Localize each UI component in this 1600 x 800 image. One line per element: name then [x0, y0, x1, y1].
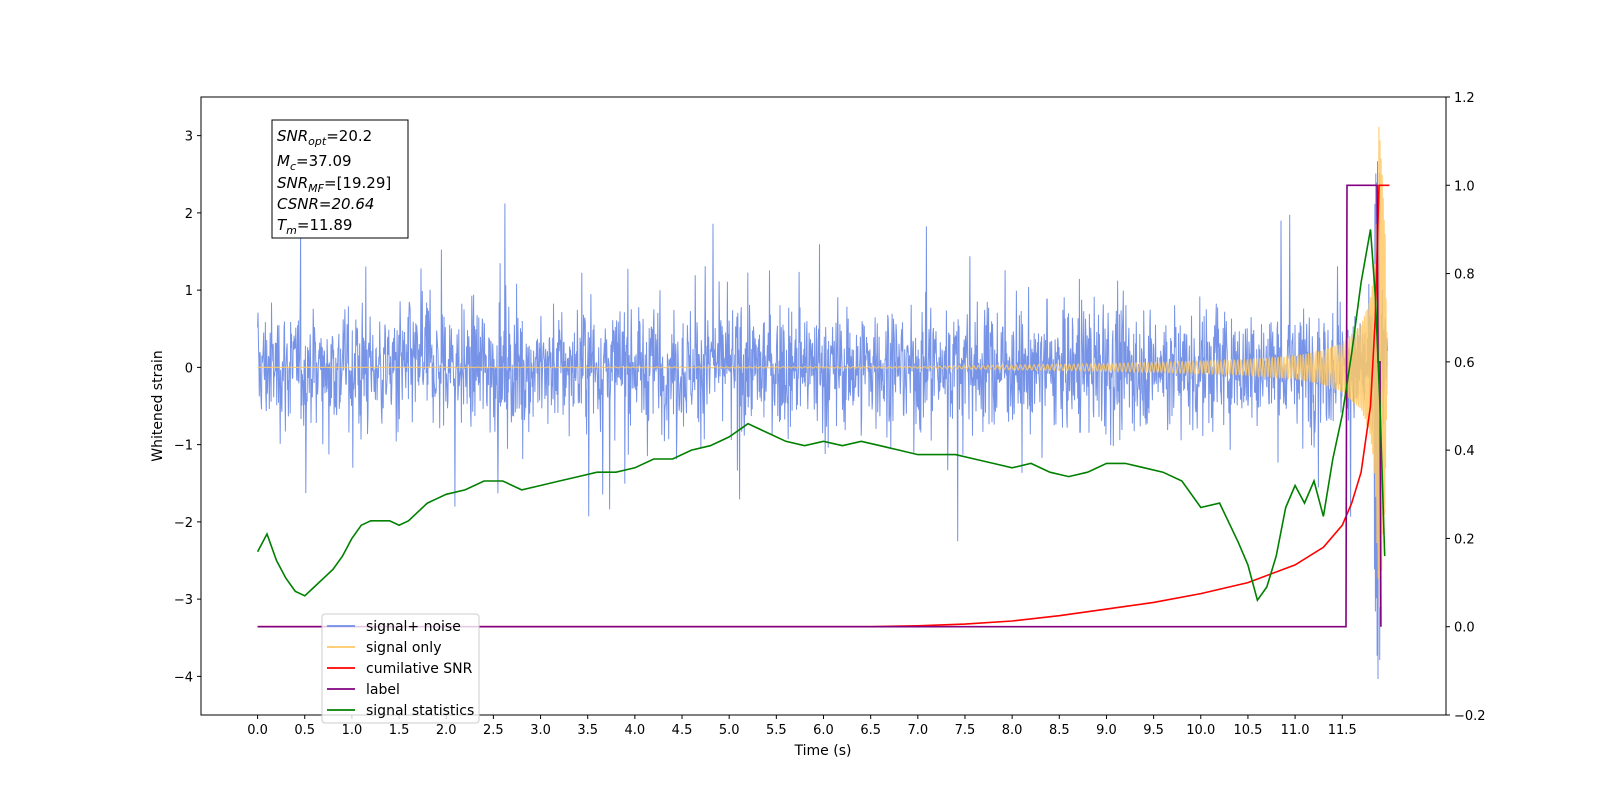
x-tick-label: 7.5 [955, 723, 976, 738]
series-signal-only-line [257, 126, 1389, 608]
x-tick-label: 6.5 [860, 723, 881, 738]
x-tick-label: 5.0 [719, 723, 740, 738]
x-tick-label: 8.5 [1049, 723, 1070, 738]
mc-text: Mc=37.09 [277, 152, 352, 173]
legend-label: cumilative SNR [366, 661, 473, 677]
x-tick-label: 5.5 [766, 723, 787, 738]
legend: signal+ noise signal only cumilative SNR la… [321, 613, 480, 724]
y2-tick-label: 1.2 [1454, 91, 1475, 106]
x-tick-label: 2.0 [436, 723, 457, 738]
y-tick-label: −1 [174, 439, 193, 454]
y2-tick-label: 0.0 [1454, 621, 1475, 636]
y2-tick-label: −0.2 [1454, 709, 1486, 724]
x-tick-label: 4.0 [625, 723, 646, 738]
y2-tick-label: 1.0 [1454, 179, 1475, 194]
x-tick-label: 11.0 [1281, 723, 1310, 738]
y-tick-label: −3 [174, 593, 193, 608]
snr-mf-text: SNRMF=[19.29] [277, 174, 391, 195]
legend-label: label [366, 682, 400, 698]
x-tick-label: 9.5 [1143, 723, 1164, 738]
y2-tick-label: 0.4 [1454, 444, 1475, 459]
x-tick-label: 0.0 [247, 723, 268, 738]
x-tick-label: 11.5 [1328, 723, 1357, 738]
y-tick-label: 3 [185, 130, 193, 145]
y-tick-label: 0 [185, 361, 193, 376]
x-tick-label: 1.0 [342, 723, 363, 738]
y-tick-label: 2 [185, 207, 193, 222]
x-axis-label: Time (s) [794, 743, 852, 759]
x-tick-label: 0.5 [294, 723, 315, 738]
legend-box [321, 613, 480, 724]
y-tick-label: 1 [185, 284, 193, 299]
tm-text: Tm=11.89 [277, 216, 352, 237]
x-tick-label: 3.0 [530, 723, 551, 738]
x-tick-label: 10.5 [1233, 723, 1262, 738]
x-tick-label: 4.5 [672, 723, 693, 738]
legend-label: signal statistics [366, 703, 474, 719]
series-cumulative-snr-line [257, 184, 1390, 628]
csnr-text: CSNR=20.64 [277, 195, 374, 213]
y2-tick-label: 0.8 [1454, 268, 1475, 283]
x-tick-label: 7.0 [907, 723, 928, 738]
series-signal-statistics-line [256, 229, 1386, 603]
legend-label: signal only [366, 640, 441, 656]
y-axis-label: Whitened strain [150, 350, 166, 461]
stats-annotation: SNRopt=20.2 Mc=37.09 SNRMF=[19.29] CSNR=… [271, 119, 409, 239]
x-tick-label: 2.5 [483, 723, 504, 738]
snr-opt-text: SNRopt=20.2 [277, 127, 372, 148]
x-tick-label: 6.0 [813, 723, 834, 738]
y-tick-label: −4 [174, 670, 193, 685]
x-tick-label: 9.0 [1096, 723, 1117, 738]
x-tick-label: 8.0 [1002, 723, 1023, 738]
y2-tick-label: 0.2 [1454, 532, 1475, 547]
series-signal-noise-line [257, 161, 1388, 680]
legend-label: signal+ noise [366, 619, 461, 635]
x-tick-label: 3.5 [577, 723, 598, 738]
stats-annotation-box [271, 119, 409, 239]
x-tick-label: 1.5 [389, 723, 410, 738]
x-tick-label: 10.0 [1186, 723, 1215, 738]
series-label-line [257, 184, 1382, 628]
y-tick-label: −2 [174, 516, 193, 531]
y2-tick-label: 0.6 [1454, 356, 1475, 371]
